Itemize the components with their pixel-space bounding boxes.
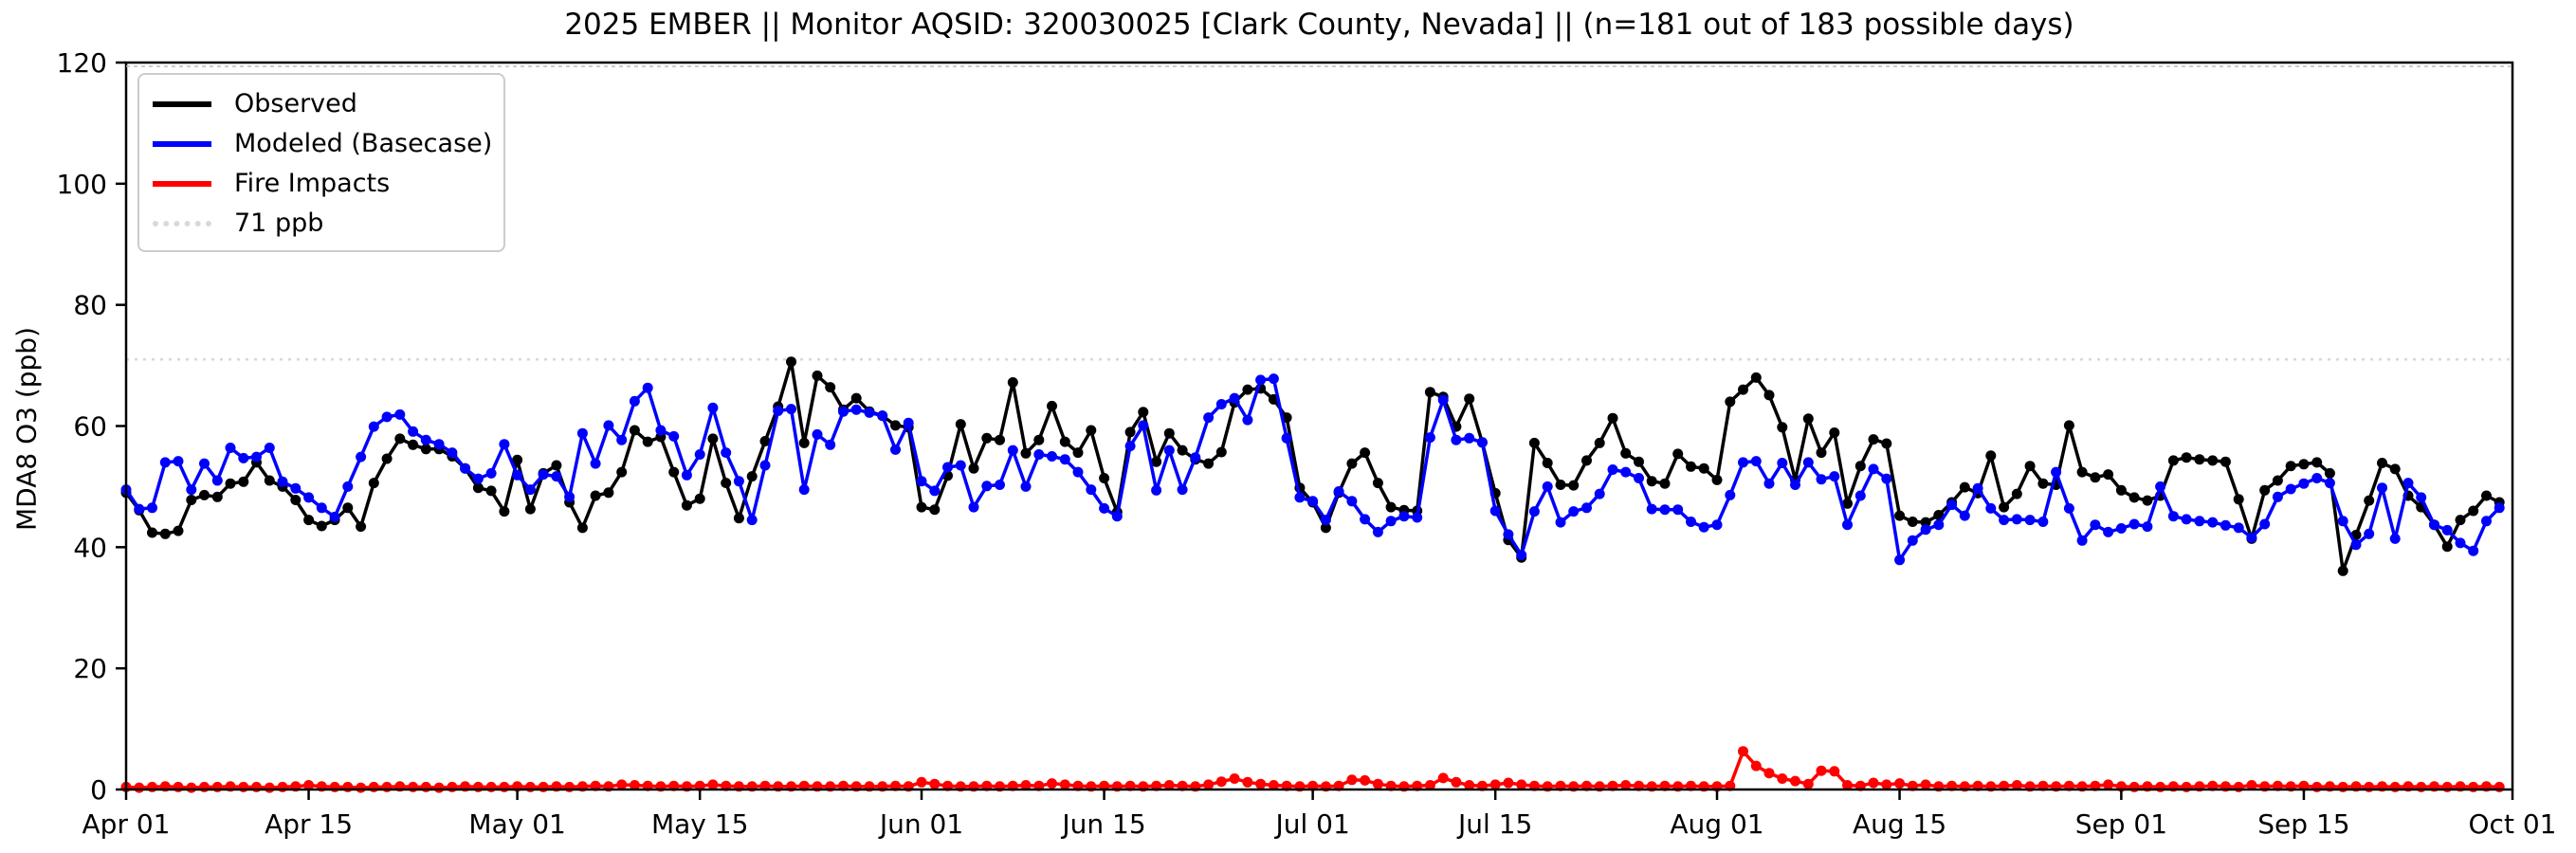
svg-text:Jul 15: Jul 15 [1456, 808, 1532, 840]
svg-text:Sep 15: Sep 15 [2257, 808, 2349, 840]
threshold-line-swatch [153, 220, 211, 227]
legend: Observed Modeled (Basecase) Fire Impacts… [137, 73, 505, 252]
legend-item-observed: Observed [153, 88, 484, 119]
chart-title: 2025 EMBER || Monitor AQSID: 320030025 [… [564, 8, 2074, 42]
legend-item-fire: Fire Impacts [153, 168, 484, 199]
svg-text:80: 80 [73, 290, 107, 321]
modeled-series [120, 373, 2505, 566]
svg-text:120: 120 [57, 47, 107, 79]
legend-item-threshold: 71 ppb [153, 208, 484, 239]
svg-text:Aug 15: Aug 15 [1853, 808, 1946, 840]
svg-text:100: 100 [57, 169, 107, 200]
legend-label: 71 ppb [234, 209, 324, 238]
fire-line-swatch [153, 180, 211, 187]
legend-label: Fire Impacts [234, 169, 391, 198]
observed-series [120, 356, 2505, 576]
svg-text:Apr 01: Apr 01 [82, 808, 171, 840]
svg-text:40: 40 [73, 532, 107, 563]
svg-text:Jul 01: Jul 01 [1273, 808, 1349, 840]
svg-text:Sep 01: Sep 01 [2075, 808, 2167, 840]
observed-line-swatch [153, 100, 211, 107]
svg-text:Aug 01: Aug 01 [1670, 808, 1763, 840]
modeled-line-swatch [153, 140, 211, 147]
svg-text:0: 0 [90, 774, 107, 806]
svg-text:Oct 01: Oct 01 [2469, 808, 2557, 840]
x-axis-ticks: Apr 01 Apr 15 May 01 May 15 Jun 01 Jun 15 Jul … [82, 789, 2557, 840]
y-axis-label: MDA8 O3 (ppb) [10, 326, 43, 532]
fire-impacts-series [120, 746, 2505, 793]
y-axis-ticks: 0 20 40 60 80 100 120 [57, 47, 126, 806]
svg-text:Jun 01: Jun 01 [878, 808, 963, 840]
legend-label: Modeled (Basecase) [234, 129, 493, 158]
legend-label: Observed [234, 89, 357, 118]
svg-text:May 01: May 01 [468, 808, 565, 840]
svg-text:May 15: May 15 [651, 808, 748, 840]
svg-text:60: 60 [73, 411, 107, 443]
svg-text:Apr 15: Apr 15 [265, 808, 353, 840]
legend-item-modeled: Modeled (Basecase) [153, 128, 492, 159]
svg-text:20: 20 [73, 653, 107, 684]
svg-text:Jun 15: Jun 15 [1060, 808, 1145, 840]
